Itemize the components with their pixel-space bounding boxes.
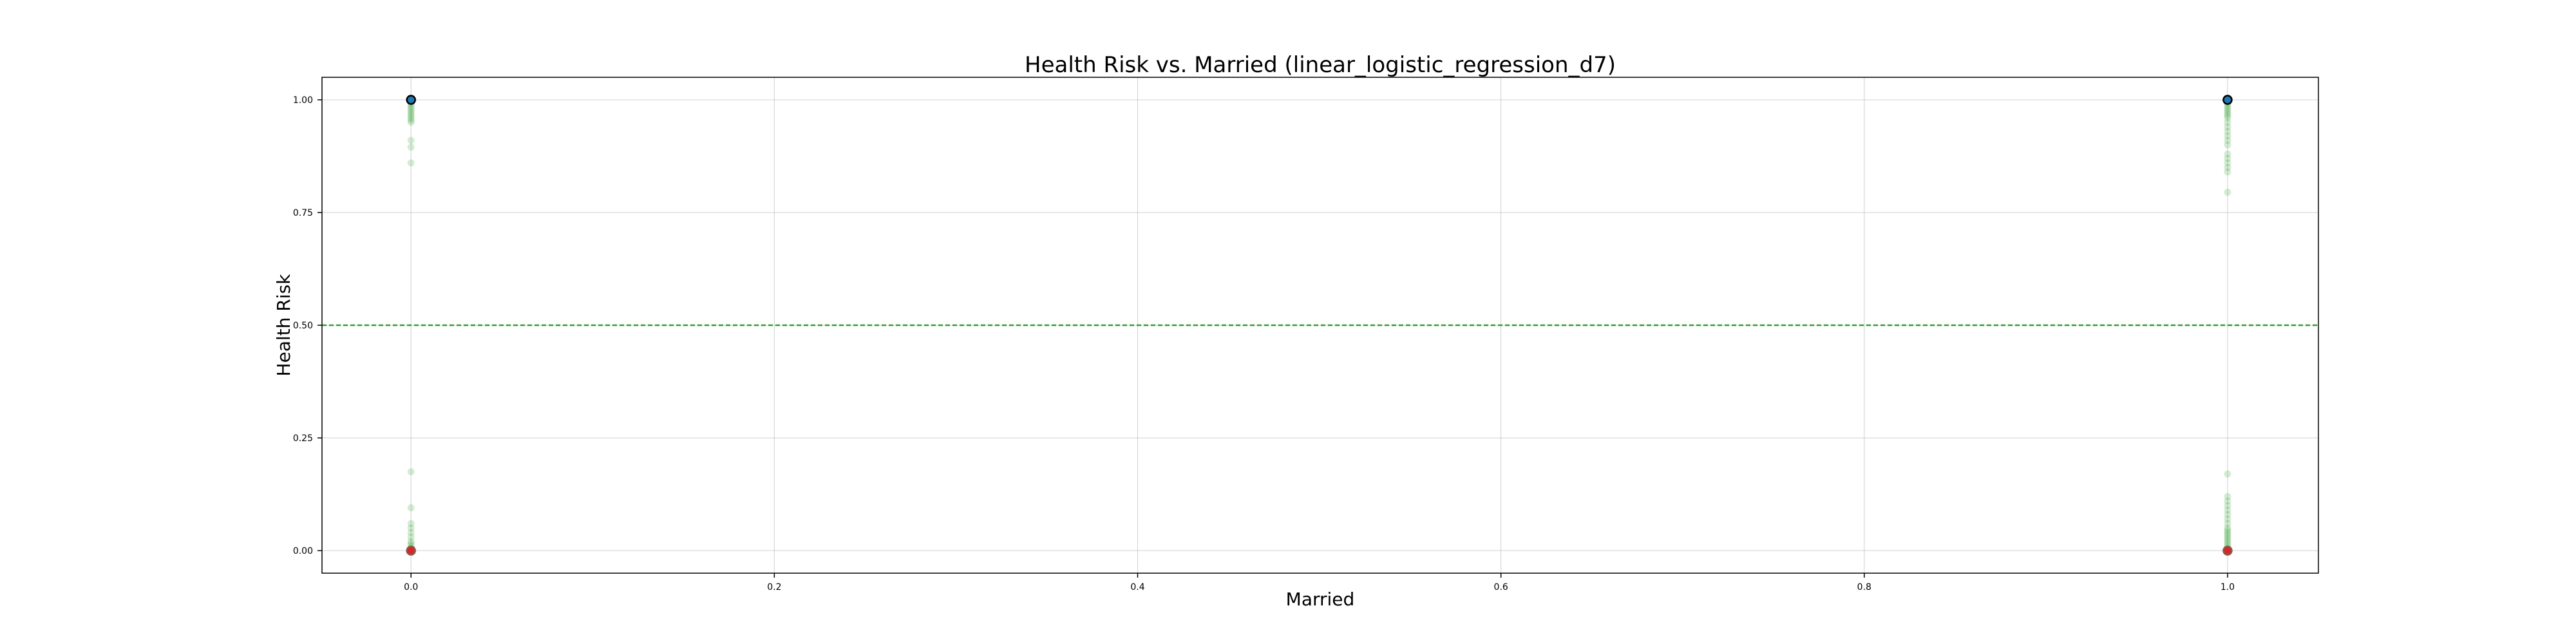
predicted-point xyxy=(2224,105,2231,113)
actual-positive-point xyxy=(2222,95,2233,105)
predicted-point xyxy=(2224,108,2231,115)
y-tick-label: 0.50 xyxy=(293,321,313,331)
grid xyxy=(322,77,2318,573)
predicted-point xyxy=(2224,118,2231,126)
predicted-point xyxy=(407,144,415,151)
predicted-point xyxy=(2224,536,2231,543)
predicted-point xyxy=(407,112,415,119)
predicted-point xyxy=(2224,164,2231,171)
predicted-point xyxy=(2224,123,2231,131)
predicted-point xyxy=(407,103,415,110)
x-axis-ticks: 0.0 0.2 0.4 0.6 0.8 1.0 xyxy=(404,573,2235,592)
predicted-point xyxy=(2224,141,2231,149)
predicted-point xyxy=(2224,529,2231,536)
predicted-point xyxy=(2224,538,2231,545)
predicted-point xyxy=(407,117,415,124)
y-axis-label: Health Risk xyxy=(273,274,294,377)
predicted-point xyxy=(407,468,415,475)
actual-negative-point xyxy=(2222,545,2233,556)
y-axis-ticks: 0.00 0.25 0.50 0.75 1.00 xyxy=(293,95,322,556)
predicted-point xyxy=(2224,150,2231,158)
predicted-point xyxy=(407,520,415,527)
predicted-point xyxy=(2224,502,2231,509)
predicted-point xyxy=(407,109,415,117)
x-axis-label: Married xyxy=(1286,589,1355,610)
data-points xyxy=(406,95,2233,556)
predicted-point xyxy=(2224,511,2231,518)
predicted-point xyxy=(2224,114,2231,122)
predicted-point xyxy=(2224,533,2231,541)
predicted-point xyxy=(2224,155,2231,162)
chart-title: Health Risk vs. Married (linear_logistic… xyxy=(1025,52,1616,78)
predicted-point xyxy=(407,538,415,545)
x-tick-label: 1.0 xyxy=(2221,582,2235,592)
predicted-point xyxy=(2224,137,2231,144)
predicted-point xyxy=(2224,470,2231,478)
predicted-point xyxy=(2224,497,2231,505)
predicted-point xyxy=(2224,493,2231,500)
predicted-point xyxy=(407,118,415,126)
predicted-point xyxy=(2224,109,2231,117)
predicted-point xyxy=(407,159,415,167)
predicted-point xyxy=(2224,128,2231,135)
x-tick-label: 0.4 xyxy=(1130,582,1144,592)
predicted-point xyxy=(407,540,415,547)
predicted-point xyxy=(2224,168,2231,176)
y-tick-label: 1.00 xyxy=(293,95,313,106)
actual-negative-point xyxy=(406,545,416,556)
predicted-point xyxy=(407,137,415,144)
x-tick-label: 0.6 xyxy=(1494,582,1508,592)
y-tick-label: 0.75 xyxy=(293,208,313,218)
predicted-point xyxy=(2224,103,2231,110)
predicted-point xyxy=(407,114,415,122)
predicted-point xyxy=(2224,527,2231,534)
predicted-point xyxy=(407,529,415,536)
predicted-point xyxy=(407,533,415,541)
y-tick-label: 0.00 xyxy=(293,546,313,556)
x-tick-label: 0.2 xyxy=(767,582,781,592)
predicted-point xyxy=(2224,506,2231,514)
x-tick-label: 0.0 xyxy=(404,582,418,592)
predicted-point xyxy=(407,105,415,113)
predicted-point xyxy=(2224,159,2231,167)
predicted-point xyxy=(2224,112,2231,119)
predicted-point xyxy=(407,108,415,115)
predicted-point xyxy=(2224,515,2231,523)
predicted-point xyxy=(2224,189,2231,196)
predicted-point xyxy=(2224,520,2231,527)
predicted-point xyxy=(407,524,415,532)
predicted-point xyxy=(407,504,415,511)
predicted-point xyxy=(2224,531,2231,538)
x-tick-label: 0.8 xyxy=(1857,582,1871,592)
predicted-point xyxy=(2224,132,2231,140)
predicted-point xyxy=(2224,540,2231,547)
actual-positive-point xyxy=(406,95,416,105)
y-tick-label: 0.25 xyxy=(293,433,313,444)
predicted-point xyxy=(2224,524,2231,532)
